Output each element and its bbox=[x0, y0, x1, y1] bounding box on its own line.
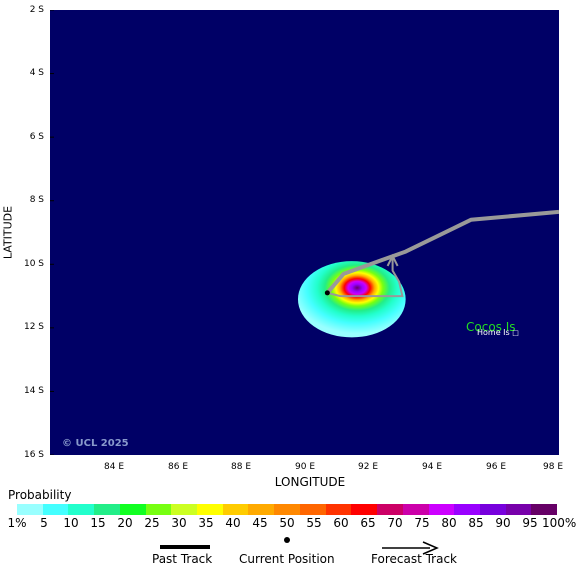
legend-tick-label: 45 bbox=[252, 516, 268, 530]
copyright-notice: © UCL 2025 bbox=[62, 438, 129, 449]
legend-tick-label: 50 bbox=[279, 516, 295, 530]
y-tick-label: 16 S bbox=[23, 450, 44, 460]
y-tick-label: 12 S bbox=[23, 322, 44, 332]
track-key bbox=[160, 537, 439, 555]
x-axis-title: LONGITUDE bbox=[274, 475, 346, 489]
y-tick-label: 14 S bbox=[23, 386, 44, 396]
map-plot-area bbox=[50, 10, 559, 455]
legend-swatch bbox=[94, 504, 120, 515]
legend-tick-label: 85 bbox=[468, 516, 484, 530]
legend-tick-label: 40 bbox=[225, 516, 241, 530]
x-tick-label: 90 E bbox=[295, 462, 315, 472]
legend-tick-label: 10 bbox=[63, 516, 79, 530]
legend-tick-label: 80 bbox=[441, 516, 457, 530]
current-position-key-dot bbox=[284, 537, 290, 543]
legend-tick-label: 30 bbox=[171, 516, 187, 530]
x-tick-label: 94 E bbox=[422, 462, 442, 472]
legend-swatch bbox=[222, 504, 249, 515]
current-position-label: Current Position bbox=[239, 552, 335, 566]
x-tick-label: 92 E bbox=[358, 462, 378, 472]
legend-swatch bbox=[197, 504, 223, 515]
legend-tick-label: 70 bbox=[387, 516, 403, 530]
legend-tick-label: 60 bbox=[333, 516, 349, 530]
forecast-track-arrowhead bbox=[386, 253, 399, 267]
legend-swatch bbox=[531, 504, 558, 515]
x-tick-label: 84 E bbox=[104, 462, 124, 472]
legend-swatch bbox=[42, 504, 69, 515]
current-position-marker bbox=[324, 290, 330, 296]
legend-swatch bbox=[479, 504, 506, 515]
forecast-track-label: Forecast Track bbox=[371, 552, 457, 566]
legend-swatch bbox=[68, 504, 95, 515]
map-canvas bbox=[50, 10, 559, 455]
legend-swatch bbox=[248, 504, 275, 515]
airport-icon: □ bbox=[512, 329, 519, 337]
y-tick-label: 10 S bbox=[23, 259, 44, 269]
legend-swatch bbox=[274, 504, 300, 515]
x-tick-label: 96 E bbox=[486, 462, 506, 472]
x-tick-label: 86 E bbox=[168, 462, 188, 472]
legend-swatch bbox=[325, 504, 352, 515]
legend-color-bar bbox=[17, 504, 558, 515]
legend-title: Probability bbox=[8, 488, 72, 502]
y-axis-title: LATITUDE bbox=[1, 205, 15, 260]
legend-tick-label: 1% bbox=[7, 516, 27, 530]
legend-tick-label: 5 bbox=[40, 516, 48, 530]
legend-swatch bbox=[505, 504, 532, 515]
legend-swatch bbox=[351, 504, 378, 515]
legend-tick-label: 35 bbox=[198, 516, 214, 530]
legend-tick-label: 55 bbox=[306, 516, 322, 530]
legend-tick-label: 95 bbox=[522, 516, 538, 530]
legend-swatch bbox=[145, 504, 172, 515]
y-tick-label: 2 S bbox=[29, 5, 44, 15]
legend-tick-label: 15 bbox=[90, 516, 106, 530]
legend-tick-label: 20 bbox=[117, 516, 133, 530]
legend-tick-label: 90 bbox=[495, 516, 511, 530]
legend-swatch bbox=[17, 504, 43, 515]
past-track-line bbox=[325, 209, 559, 295]
legend-tick-label: 25 bbox=[144, 516, 160, 530]
legend-tick-label: 100% bbox=[542, 516, 577, 530]
y-tick-label: 4 S bbox=[29, 68, 44, 78]
forecast-track-line bbox=[327, 257, 404, 298]
legend-swatch bbox=[377, 504, 403, 515]
legend-swatch bbox=[402, 504, 429, 515]
y-tick-label: 6 S bbox=[29, 132, 44, 142]
strike-probability-field bbox=[297, 261, 406, 338]
legend-swatch bbox=[171, 504, 198, 515]
x-tick-label: 98 E bbox=[543, 462, 563, 472]
legend-swatch bbox=[428, 504, 455, 515]
y-tick-label: 8 S bbox=[29, 195, 44, 205]
legend-tick-label: 75 bbox=[414, 516, 430, 530]
legend-swatch bbox=[119, 504, 146, 515]
place-label: Cocos Is bbox=[466, 320, 516, 334]
x-tick-label: 88 E bbox=[231, 462, 251, 472]
forecast-track-key-arrowhead bbox=[422, 541, 439, 555]
legend-swatch bbox=[454, 504, 480, 515]
legend-tick-label: 65 bbox=[360, 516, 376, 530]
place-sublabel: Home Is □ bbox=[477, 328, 519, 337]
legend-swatch bbox=[299, 504, 326, 515]
place-sublabel-text: Home Is bbox=[477, 328, 510, 337]
past-track-label: Past Track bbox=[152, 552, 213, 566]
